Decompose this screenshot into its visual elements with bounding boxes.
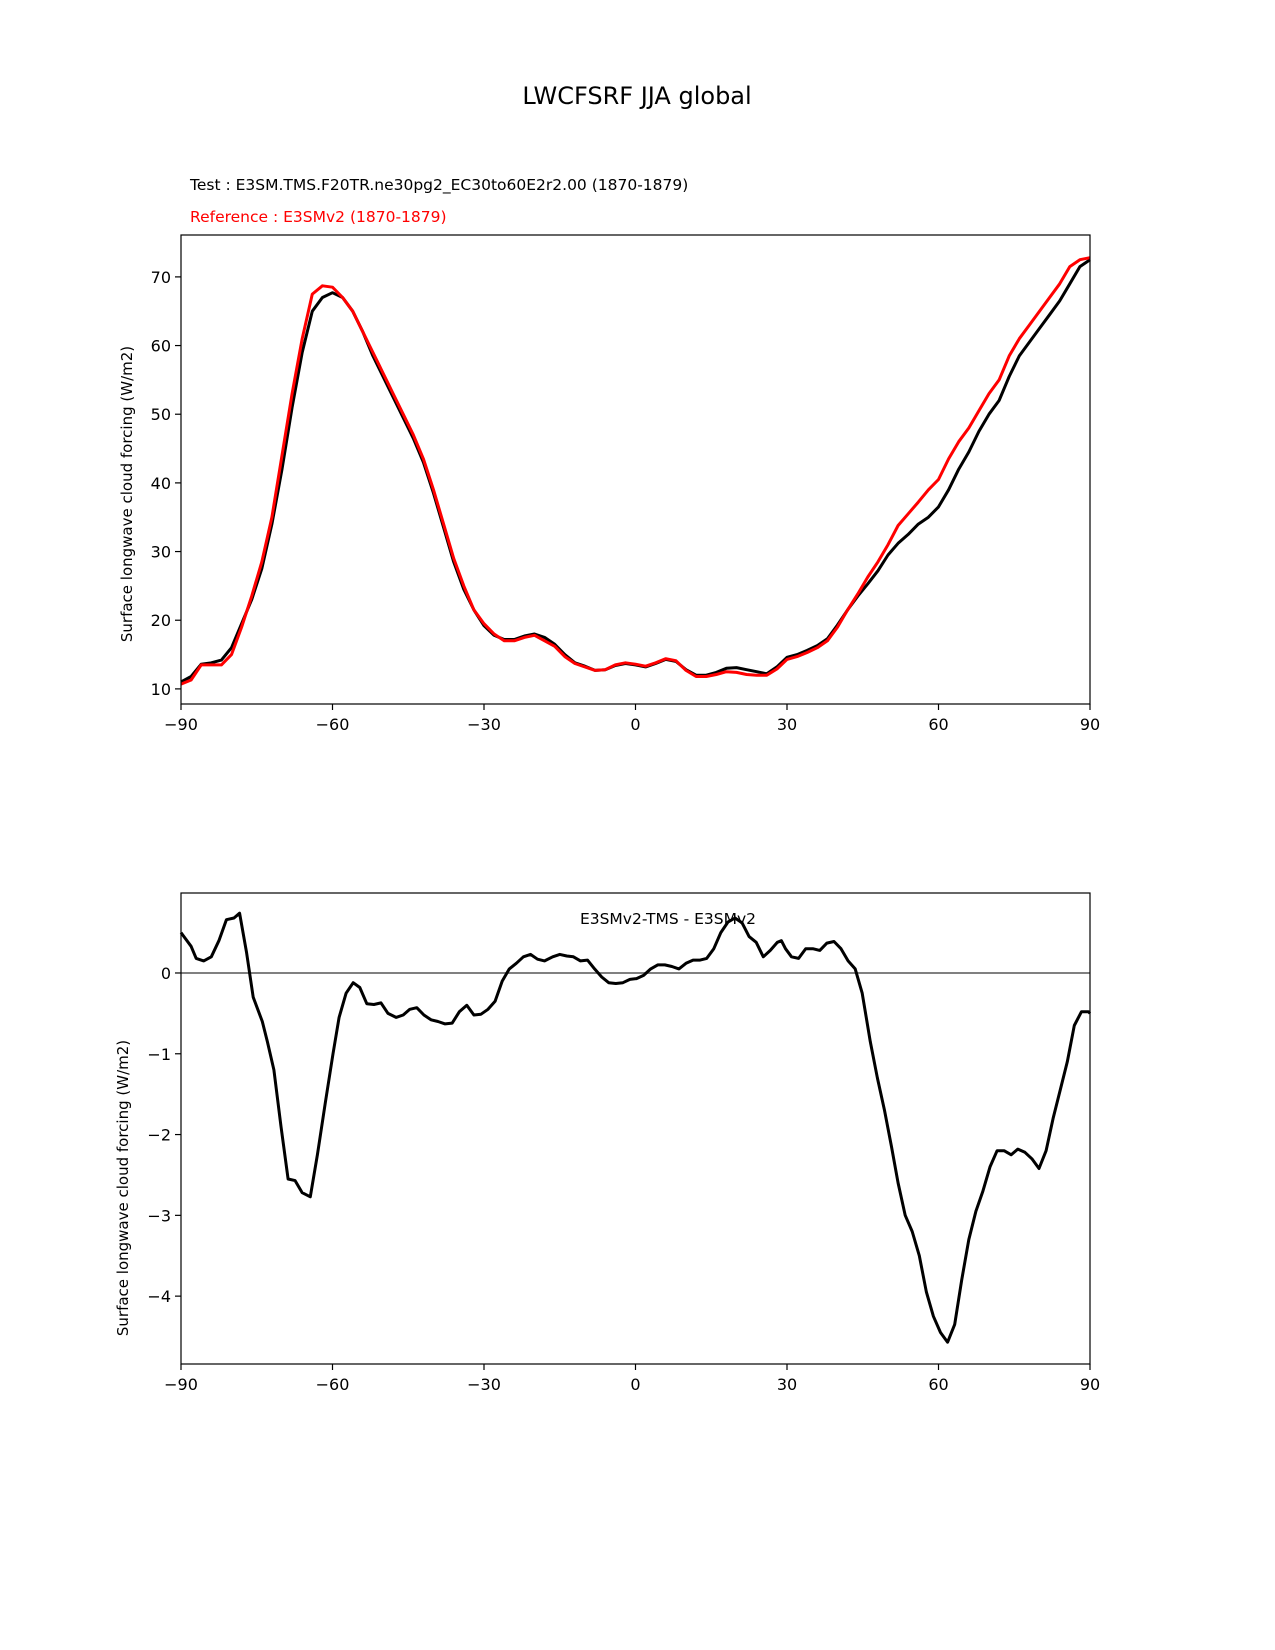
diff-title: E3SMv2-TMS - E3SMv2 xyxy=(580,910,756,928)
y-tick-label: 30 xyxy=(151,543,171,562)
x-tick-label: 60 xyxy=(928,1375,948,1394)
y-tick-label: 0 xyxy=(161,964,171,983)
y-tick-label: 70 xyxy=(151,268,171,287)
y-tick-label: −4 xyxy=(147,1287,171,1306)
y-tick-label: 40 xyxy=(151,474,171,493)
x-tick-label: 30 xyxy=(777,1375,797,1394)
top-ylabel: Surface longwave cloud forcing (W/m2) xyxy=(118,346,136,642)
x-tick-label: −90 xyxy=(164,1375,198,1394)
x-tick-label: 90 xyxy=(1080,1375,1100,1394)
test-title: Test : E3SM.TMS.F20TR.ne30pg2_EC30to60E2… xyxy=(189,176,688,195)
y-tick-label: 10 xyxy=(151,680,171,699)
x-tick-label: −60 xyxy=(316,715,350,734)
x-tick-label: −30 xyxy=(467,715,501,734)
bottom-axes: −90 −60 −30 0 30 60 90 0 −1 −2 −3 −4 xyxy=(147,892,1100,1394)
top-axes: −90 −60 −30 0 30 60 90 10 20 30 40 50 60 70 xyxy=(151,234,1100,734)
x-tick-label: 0 xyxy=(630,1375,640,1394)
x-tick-label: −30 xyxy=(467,1375,501,1394)
x-tick-label: −90 xyxy=(164,715,198,734)
series-line-reference xyxy=(180,256,1091,686)
x-tick-label: 90 xyxy=(1080,715,1100,734)
y-tick-label: 50 xyxy=(151,405,171,424)
series-line-difference xyxy=(179,911,1092,1344)
x-tick-label: 30 xyxy=(777,715,797,734)
figure-title: LWCFSRF JJA global xyxy=(522,82,751,110)
x-tick-label: 0 xyxy=(630,715,640,734)
x-tick-label: −60 xyxy=(316,1375,350,1394)
reference-title: Reference : E3SMv2 (1870-1879) xyxy=(190,208,447,226)
y-tick-label: 20 xyxy=(151,611,171,630)
x-tick-label: 60 xyxy=(928,715,948,734)
y-tick-label: 60 xyxy=(151,337,171,356)
y-tick-label: −1 xyxy=(147,1045,171,1064)
bottom-ylabel: Surface longwave cloud forcing (W/m2) xyxy=(114,1040,132,1336)
y-tick-label: −3 xyxy=(147,1206,171,1225)
y-tick-label: −2 xyxy=(147,1126,171,1145)
